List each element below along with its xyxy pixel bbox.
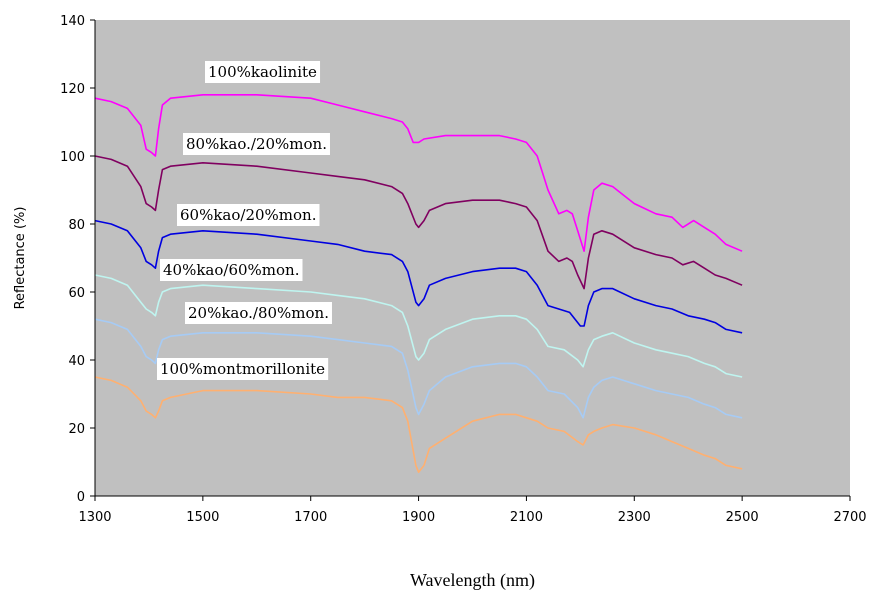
y-tick-label: 120 <box>60 82 85 97</box>
series-label-box <box>177 204 320 226</box>
y-tick-label: 0 <box>77 490 85 505</box>
x-tick-label: 1300 <box>78 510 111 525</box>
series-label-layer: 100%kaolinite 80%kao./20%mon. 60%kao/20%mo… <box>157 61 332 380</box>
x-tick-label: 1700 <box>294 510 327 525</box>
y-tick-label: 100 <box>60 150 85 165</box>
x-tick-label: 2300 <box>618 510 651 525</box>
series-label-box <box>205 61 321 83</box>
series-label-text: 100%montmorillonite <box>160 360 325 378</box>
axes-layer: 0 20 40 60 80 100 120 140 1300 1500 1700 1900 2100 23… <box>60 14 866 525</box>
series-label-4: 40%kao/60%mon. <box>160 259 303 281</box>
x-tick-label: 2500 <box>726 510 759 525</box>
plot-area <box>95 20 850 496</box>
series-label-text: 60%kao/20%mon. <box>180 206 316 224</box>
y-tick-label: 80 <box>68 218 85 233</box>
series-label-text: 40%kao/60%mon. <box>163 261 299 279</box>
series-label-text: 100%kaolinite <box>208 63 317 81</box>
series-label-6: 100%montmorillonite <box>157 358 329 380</box>
x-axis-title: Wavelength (nm) <box>410 570 535 591</box>
x-tick-label: 2100 <box>510 510 543 525</box>
x-tick-label: 1500 <box>186 510 219 525</box>
series-label-text: 20%kao./80%mon. <box>188 304 329 322</box>
series-line-6 <box>94 376 743 473</box>
series-label-box <box>160 259 303 281</box>
series-line-3 <box>94 219 743 334</box>
series-line-4 <box>94 274 743 378</box>
series-label-box <box>185 302 332 324</box>
series-line-1 <box>94 94 743 252</box>
y-tick-label: 60 <box>68 286 85 301</box>
series-label-2: 80%kao./20%mon. <box>183 133 330 155</box>
series-layer <box>94 94 743 473</box>
series-line-5 <box>94 318 743 419</box>
y-tick-label: 40 <box>68 354 85 369</box>
x-tick-label: 2700 <box>833 510 866 525</box>
series-line-2 <box>94 155 743 290</box>
series-label-box <box>157 358 329 380</box>
series-label-5: 20%kao./80%mon. <box>185 302 332 324</box>
y-axis-title: Reflectance (%) <box>13 207 28 310</box>
series-label-text: 80%kao./20%mon. <box>186 135 327 153</box>
series-label-3: 60%kao/20%mon. <box>177 204 320 226</box>
y-tick-label: 140 <box>60 14 85 29</box>
y-tick-label: 20 <box>68 422 85 437</box>
series-label-1: 100%kaolinite <box>205 61 321 83</box>
series-label-box <box>183 133 330 155</box>
x-tick-label: 1900 <box>402 510 435 525</box>
